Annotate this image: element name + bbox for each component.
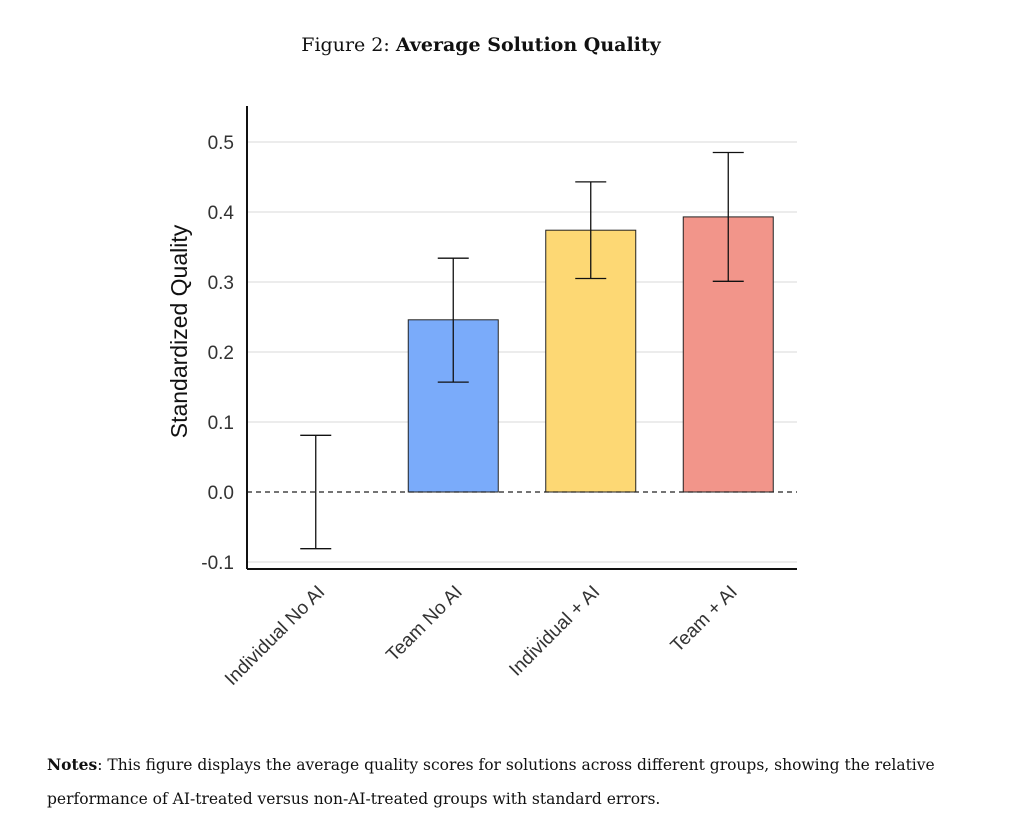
error-bar-2 (437, 257, 469, 383)
y-tick-label-3: 0.2 (208, 343, 234, 364)
error-bar-1 (300, 434, 332, 550)
y-tick-label-4: 0.3 (208, 273, 234, 294)
y-tick-label-2: 0.1 (208, 413, 234, 434)
bar-2 (407, 319, 499, 493)
x-tick-label-2: Team No AI (382, 582, 466, 666)
notes-text: : This figure displays the average quali… (47, 756, 935, 808)
notes-label: Notes (47, 755, 98, 774)
y-axis-label: Standardized Quality (166, 224, 192, 438)
y-tick-label-5: 0.4 (208, 203, 235, 224)
error-bar-4 (712, 151, 744, 282)
y-tick-labels: -0.1 0.0 0.1 0.2 0.3 0.4 0.5 (201, 133, 234, 574)
x-tick-label-1: Individual No AI (221, 582, 329, 690)
bar-chart: -0.1 0.0 0.1 0.2 0.3 0.4 0.5 Individual No AI T… (166, 106, 797, 690)
x-tick-label-3: Individual + AI (505, 582, 604, 681)
figure-title: Figure 2: Average Solution Quality (0, 34, 962, 56)
y-tick-label-6: 0.5 (208, 133, 234, 154)
x-tick-labels: Individual No AI Team No AI Individual + A… (221, 582, 742, 690)
figure-name: Average Solution Quality (395, 34, 661, 56)
y-tick-label-1: 0.0 (208, 483, 234, 504)
y-tick-label-0: -0.1 (201, 553, 234, 574)
error-bar-3 (575, 181, 607, 280)
figure-number: Figure 2: (301, 34, 390, 56)
x-tick-label-4: Team + AI (667, 582, 742, 657)
error-bars (300, 151, 744, 550)
figure-notes: Notes: This figure displays the average … (47, 748, 947, 816)
